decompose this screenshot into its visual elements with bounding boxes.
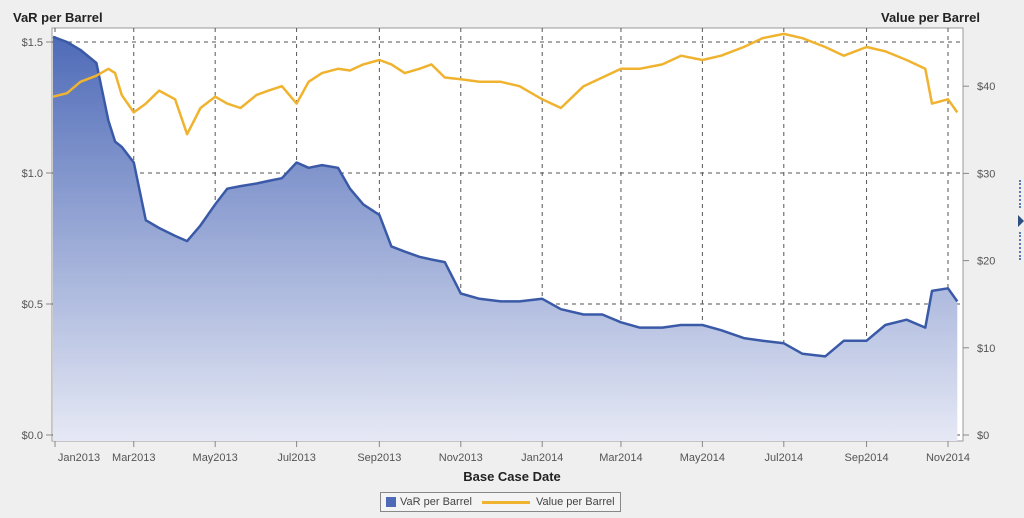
x-axis: Jan2013 Mar2013 May2013 Jul2013 Sep2013 Nov20… (54, 441, 970, 464)
right-axis: $0 $10 $20 $30 $40 (963, 81, 995, 442)
svg-text:$20: $20 (977, 256, 995, 268)
right-axis-title: Value per Barrel (881, 10, 980, 25)
side-panel-toggle[interactable] (1016, 180, 1024, 260)
expand-arrow-icon (1018, 215, 1024, 227)
svg-text:$0.5: $0.5 (22, 299, 43, 311)
legend-label-var: VaR per Barrel (400, 496, 472, 508)
svg-text:$30: $30 (977, 168, 995, 180)
svg-text:Mar2014: Mar2014 (599, 452, 642, 464)
legend-swatch-var-icon (386, 497, 396, 507)
legend: VaR per Barrel Value per Barrel (380, 492, 621, 512)
svg-text:Jul2014: Jul2014 (765, 452, 804, 464)
value-line[interactable] (52, 32, 959, 136)
svg-text:Nov2014: Nov2014 (926, 452, 970, 464)
svg-text:May2014: May2014 (680, 452, 725, 464)
svg-text:$0.0: $0.0 (22, 430, 43, 442)
var-area[interactable] (53, 36, 958, 442)
svg-text:May2013: May2013 (193, 452, 238, 464)
drag-handle-icon (1019, 180, 1023, 208)
svg-text:$10: $10 (977, 343, 995, 355)
svg-text:Jul2013: Jul2013 (277, 452, 316, 464)
svg-text:Jan2014: Jan2014 (521, 452, 563, 464)
var-line[interactable] (52, 35, 959, 358)
svg-text:Nov2013: Nov2013 (439, 452, 483, 464)
legend-label-value: Value per Barrel (535, 496, 615, 508)
svg-text:$40: $40 (977, 81, 995, 93)
svg-text:$1.0: $1.0 (22, 168, 43, 180)
svg-text:Jan2013: Jan2013 (58, 452, 100, 464)
svg-text:$1.5: $1.5 (22, 37, 43, 49)
x-axis-title: Base Case Date (463, 469, 561, 484)
svg-text:Sep2013: Sep2013 (357, 452, 401, 464)
legend-swatch-value-icon (481, 500, 530, 504)
left-axis-title: VaR per Barrel (13, 10, 103, 25)
drag-handle-icon (1019, 232, 1023, 260)
svg-text:Mar2013: Mar2013 (112, 452, 155, 464)
left-axis: $0.0 $0.5 $1.0 $1.5 (22, 37, 52, 442)
svg-text:Sep2014: Sep2014 (845, 452, 889, 464)
svg-text:$0: $0 (977, 430, 989, 442)
